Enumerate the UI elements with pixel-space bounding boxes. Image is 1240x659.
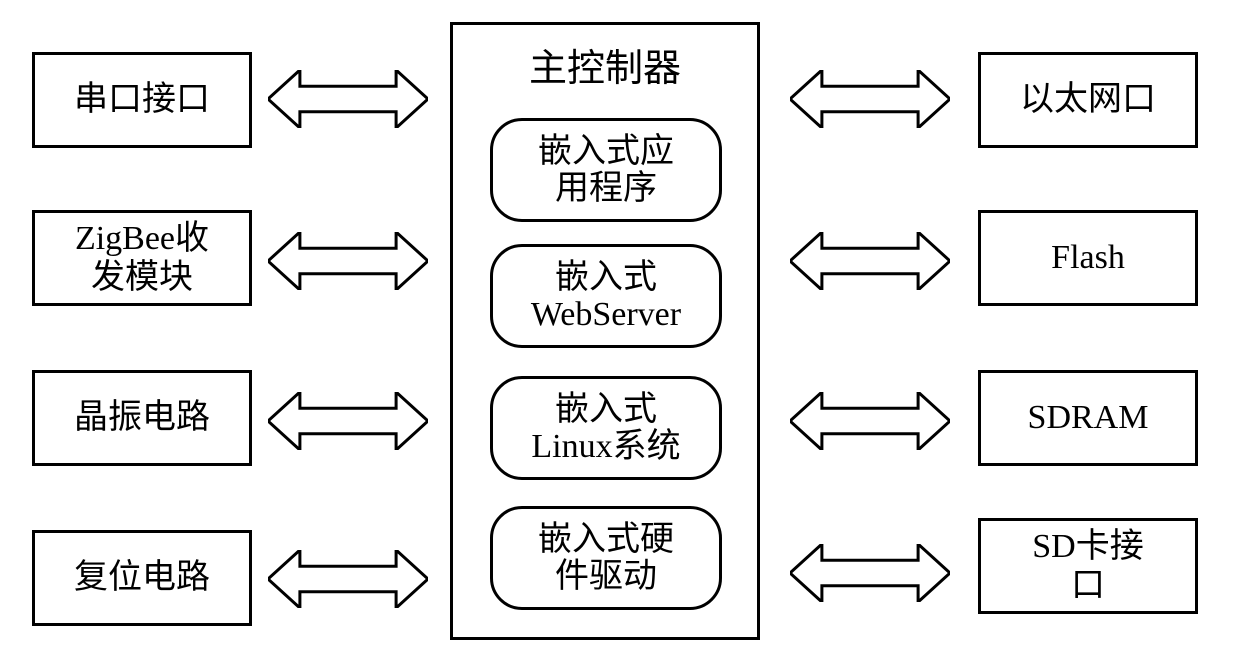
center-pill-2: 嵌入式Linux系统	[490, 376, 722, 480]
left-box-2: 晶振电路	[32, 370, 252, 466]
arrow-left-0	[268, 70, 428, 128]
left-box-1: ZigBee收发模块	[32, 210, 252, 306]
arrow-left-2	[268, 392, 428, 450]
right-box-2: SDRAM	[978, 370, 1198, 466]
arrow-right-3	[790, 544, 950, 602]
center-pill-1: 嵌入式WebServer	[490, 244, 722, 348]
center-pill-0: 嵌入式应用程序	[490, 118, 722, 222]
main-controller-title: 主控制器	[453, 37, 757, 92]
arrow-left-3	[268, 550, 428, 608]
right-box-1: Flash	[978, 210, 1198, 306]
arrow-left-1	[268, 232, 428, 290]
right-box-3: SD卡接口	[978, 518, 1198, 614]
center-pill-3: 嵌入式硬件驱动	[490, 506, 722, 610]
arrow-right-1	[790, 232, 950, 290]
left-box-0: 串口接口	[32, 52, 252, 148]
right-box-0: 以太网口	[978, 52, 1198, 148]
left-box-3: 复位电路	[32, 530, 252, 626]
arrow-right-0	[790, 70, 950, 128]
arrow-right-2	[790, 392, 950, 450]
